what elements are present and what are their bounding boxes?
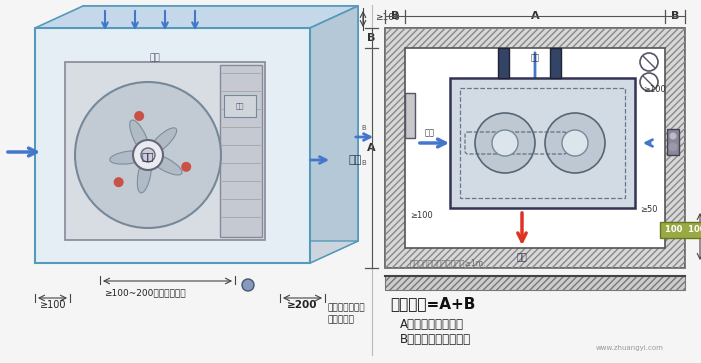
Text: www.zhuangyi.com: www.zhuangyi.com <box>596 345 664 351</box>
Circle shape <box>640 73 658 91</box>
Polygon shape <box>310 6 358 263</box>
Ellipse shape <box>110 151 147 164</box>
Text: 出风: 出风 <box>142 151 154 161</box>
Text: B: B <box>361 125 366 131</box>
Text: 出风: 出风 <box>517 253 527 262</box>
Polygon shape <box>35 6 358 28</box>
Circle shape <box>545 113 605 173</box>
Circle shape <box>242 279 254 291</box>
Text: ≥100: ≥100 <box>375 12 400 21</box>
Circle shape <box>492 130 518 156</box>
Text: A: A <box>531 11 539 21</box>
Circle shape <box>134 111 144 121</box>
Text: 进风: 进风 <box>348 155 362 165</box>
Text: B: B <box>391 11 399 21</box>
Text: 100  100: 100 100 <box>665 225 701 234</box>
Bar <box>385 28 685 268</box>
Text: ≥100: ≥100 <box>410 211 433 220</box>
Polygon shape <box>35 241 358 263</box>
Circle shape <box>475 113 535 173</box>
Text: B: B <box>367 33 375 43</box>
Text: ≥200: ≥200 <box>287 300 318 310</box>
Polygon shape <box>83 6 358 241</box>
Text: 若对面有障碍物，净空距离≥1m.: 若对面有障碍物，净空距离≥1m. <box>410 258 486 268</box>
Text: 进风: 进风 <box>236 103 244 109</box>
Circle shape <box>75 82 221 228</box>
Bar <box>385 28 685 268</box>
Text: A：空调机位净尺寸: A：空调机位净尺寸 <box>400 318 464 331</box>
Text: B：空调机位保温尺寸: B：空调机位保温尺寸 <box>400 333 471 346</box>
Text: 结构尺寸=A+B: 结构尺寸=A+B <box>390 296 475 311</box>
Text: ≥100: ≥100 <box>643 85 666 94</box>
Bar <box>35 28 310 263</box>
Circle shape <box>640 53 658 71</box>
Ellipse shape <box>137 156 151 193</box>
Bar <box>405 93 415 138</box>
Circle shape <box>669 143 677 151</box>
Text: A: A <box>367 143 375 153</box>
Circle shape <box>141 148 155 162</box>
Bar <box>220 65 262 237</box>
Ellipse shape <box>130 120 149 154</box>
Ellipse shape <box>149 154 182 175</box>
Text: B: B <box>361 160 366 166</box>
Text: ≥50: ≥50 <box>640 205 658 214</box>
Circle shape <box>182 162 191 172</box>
Bar <box>550 48 561 78</box>
Bar <box>660 222 701 238</box>
Text: 进风: 进风 <box>531 53 540 62</box>
Ellipse shape <box>148 128 177 155</box>
Text: 进风: 进风 <box>149 53 161 62</box>
Bar <box>405 48 665 248</box>
Bar <box>667 129 679 155</box>
Bar <box>498 48 509 78</box>
Bar <box>385 276 685 290</box>
Bar <box>224 95 256 117</box>
Text: 冷媒管安装空间: 冷媒管安装空间 <box>328 303 366 313</box>
Circle shape <box>562 130 588 156</box>
Text: ≥100~200支架安装空间: ≥100~200支架安装空间 <box>104 289 186 298</box>
Text: 进风: 进风 <box>425 129 435 138</box>
Text: 排水管空间: 排水管空间 <box>328 315 355 325</box>
Circle shape <box>114 177 123 187</box>
Bar <box>460 88 625 198</box>
Text: ≥100: ≥100 <box>40 300 67 310</box>
Bar <box>450 78 635 208</box>
Circle shape <box>133 140 163 170</box>
Circle shape <box>669 132 676 139</box>
Text: B: B <box>671 11 679 21</box>
Bar <box>65 62 265 240</box>
